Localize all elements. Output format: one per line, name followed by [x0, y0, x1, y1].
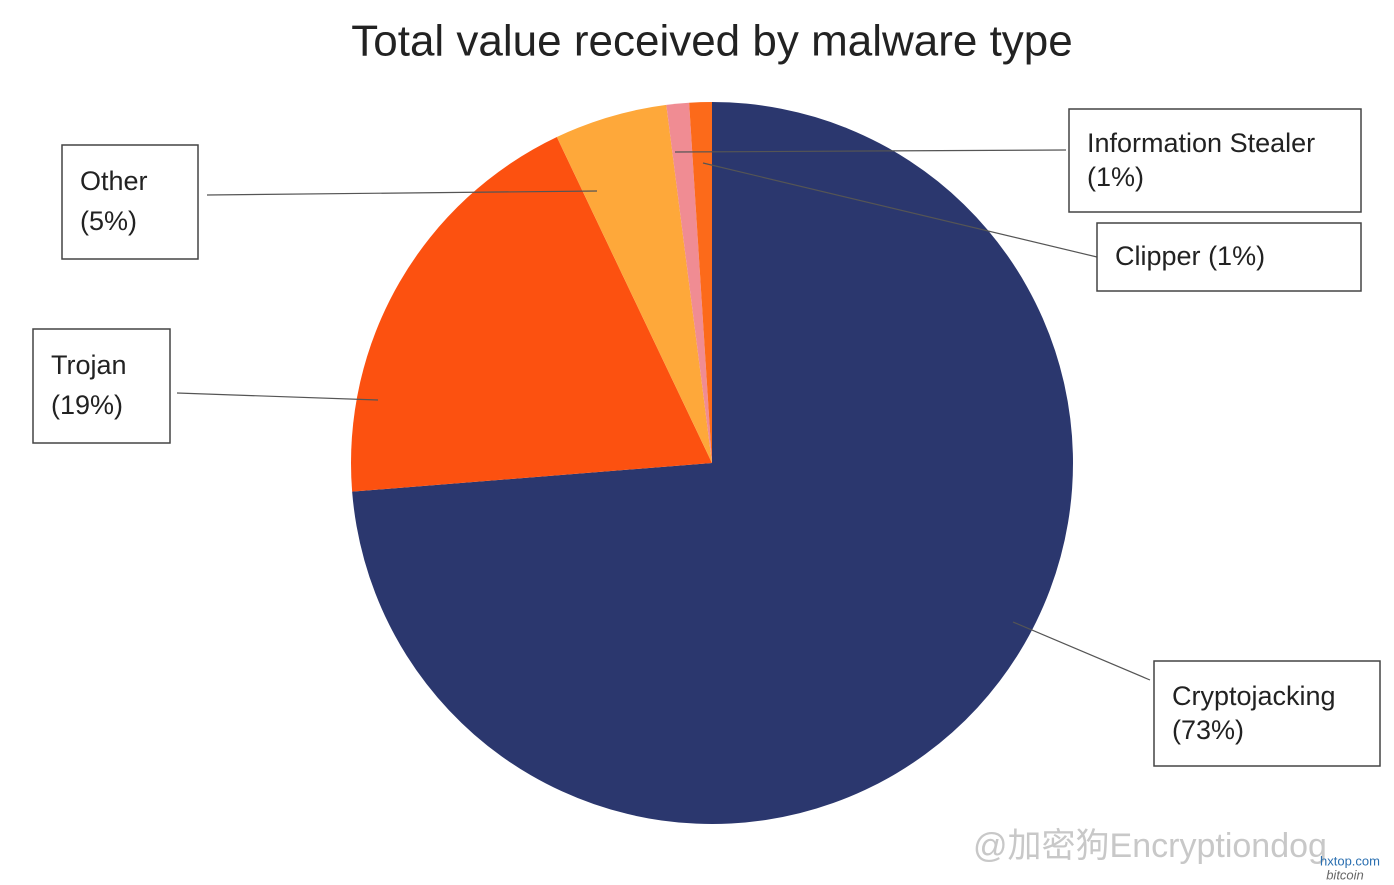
pie-slice [352, 102, 1073, 824]
leader-line [176, 392, 379, 401]
pie [351, 102, 1073, 824]
watermark-site: hxtop.com [1320, 853, 1380, 868]
watermark: @加密狗Encryptiondog [973, 827, 1327, 865]
labels: Cryptojacking (73%) Trojan (19%) Other (5%) In… [32, 108, 1381, 767]
pie-slice [556, 104, 712, 464]
chart-title: Total value received by malware type [351, 17, 1072, 66]
slice-label: Clipper (1%) [1115, 241, 1265, 271]
value-label: (1%) [1087, 162, 1144, 192]
category-name: Clipper [1115, 241, 1201, 271]
leader-line [1012, 621, 1151, 681]
pie-slice [666, 102, 712, 463]
value-label: (73%) [1172, 715, 1244, 745]
category-name: Cryptojacking [1172, 681, 1336, 711]
leader-line [702, 162, 1098, 258]
label-box [1068, 108, 1362, 213]
label-box [1153, 660, 1381, 767]
leader-line [674, 149, 1067, 153]
leader-line [206, 190, 598, 196]
watermark-brand: bitcoin [1326, 867, 1364, 882]
value-label: (19%) [51, 390, 123, 420]
label-box [32, 328, 171, 444]
category-name: Information Stealer [1087, 128, 1315, 158]
pie-slice [689, 102, 712, 463]
category-name: Other [80, 166, 148, 196]
label-box [1096, 222, 1362, 292]
label-box [61, 144, 199, 260]
value-label: (1%) [1208, 241, 1265, 271]
pie-slice [351, 137, 712, 492]
value-label: (5%) [80, 206, 137, 236]
category-name: Trojan [51, 350, 127, 380]
